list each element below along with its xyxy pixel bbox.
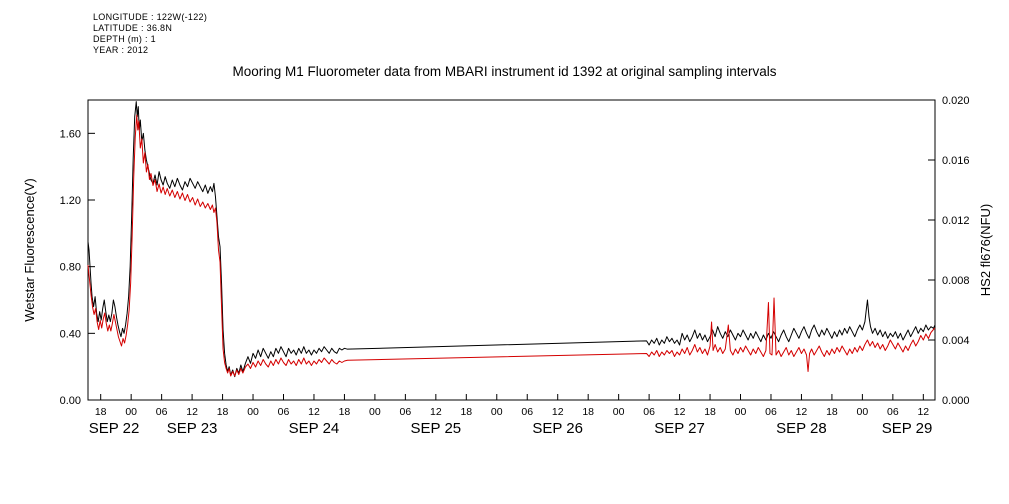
meta-latitude: LATITUDE : 36.8N	[93, 23, 173, 33]
meta-year: YEAR : 2012	[93, 45, 149, 55]
day-label: SEP 22	[89, 420, 140, 437]
x-axis-day-labels: SEP 22 SEP 23 SEP 24 SEP 25 SEP 26 SEP 27 SEP …	[89, 420, 933, 437]
hour-tick-label: 06	[887, 406, 899, 418]
hour-tick-label: 12	[796, 406, 808, 418]
series-lines	[87, 101, 936, 378]
hour-tick-label: 00	[491, 406, 503, 418]
left-tick-label: 1.60	[60, 128, 81, 140]
hour-tick-label: 12	[186, 406, 198, 418]
hour-tick-label: 06	[156, 406, 168, 418]
plot-border	[87, 99, 936, 401]
hour-tick-label: 18	[582, 406, 594, 418]
hour-tick-label: 12	[674, 406, 686, 418]
left-axis-ticks: 0.00 0.40 0.80 1.20 1.60	[60, 128, 95, 407]
hour-tick-label: 18	[704, 406, 716, 418]
left-tick-label: 0.00	[60, 395, 81, 407]
hour-tick-label: 18	[95, 406, 107, 418]
page-title: Mooring M1 Fluorometer data from MBARI i…	[232, 64, 777, 79]
metadata-block: LONGITUDE : 122W(-122) LATITUDE : 36.8N …	[93, 12, 207, 56]
hour-tick-label: 06	[765, 406, 777, 418]
right-tick-label: 0.016	[942, 155, 970, 167]
hour-tick-label: 06	[400, 406, 412, 418]
left-axis-title: Wetstar Fluorescence(V)	[22, 178, 37, 322]
hour-tick-label: 12	[308, 406, 320, 418]
day-label: SEP 26	[532, 420, 583, 437]
day-label: SEP 28	[776, 420, 827, 437]
meta-longitude: LONGITUDE : 122W(-122)	[93, 12, 208, 22]
day-label: SEP 24	[289, 420, 340, 437]
day-label: SEP 23	[167, 420, 218, 437]
left-tick-label: 1.20	[60, 195, 81, 207]
hour-tick-label: 12	[552, 406, 564, 418]
hour-tick-label: 00	[613, 406, 625, 418]
day-label: SEP 27	[654, 420, 705, 437]
right-tick-label: 0.020	[942, 95, 970, 107]
hs2-series-line	[87, 114, 936, 377]
left-tick-label: 0.80	[60, 262, 81, 274]
left-tick-label: 0.40	[60, 328, 81, 340]
meta-depth: DEPTH (m) : 1	[93, 34, 156, 44]
wetstar-series-line	[87, 101, 936, 378]
hour-tick-label: 12	[430, 406, 442, 418]
x-axis-hour-ticks: 18 00 06 12 18 00 06 12 18 00 06 12 18 00 06 12 18 00 06 12…	[95, 394, 929, 418]
hour-tick-label: 12	[917, 406, 929, 418]
hour-tick-label: 00	[125, 406, 137, 418]
day-label: SEP 25	[411, 420, 462, 437]
day-label: SEP 29	[882, 420, 933, 437]
hour-tick-label: 18	[460, 406, 472, 418]
hour-tick-label: 00	[369, 406, 381, 418]
hour-tick-label: 06	[278, 406, 290, 418]
right-axis-title: HS2 fl676(NFU)	[978, 204, 993, 296]
right-tick-label: 0.012	[942, 215, 970, 227]
hour-tick-label: 00	[735, 406, 747, 418]
right-tick-label: 0.008	[942, 275, 970, 287]
hour-tick-label: 00	[247, 406, 259, 418]
hour-tick-label: 18	[217, 406, 229, 418]
hour-tick-label: 00	[857, 406, 869, 418]
hour-tick-label: 18	[339, 406, 351, 418]
hour-tick-label: 06	[643, 406, 655, 418]
hour-tick-label: 18	[826, 406, 838, 418]
right-tick-label: 0.000	[942, 395, 970, 407]
right-tick-label: 0.004	[942, 335, 970, 347]
hour-tick-label: 06	[521, 406, 533, 418]
right-axis-ticks: 0.000 0.004 0.008 0.012 0.016 0.020	[928, 95, 970, 407]
